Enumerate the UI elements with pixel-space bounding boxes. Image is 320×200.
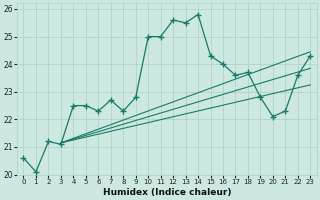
X-axis label: Humidex (Indice chaleur): Humidex (Indice chaleur) [103,188,231,197]
